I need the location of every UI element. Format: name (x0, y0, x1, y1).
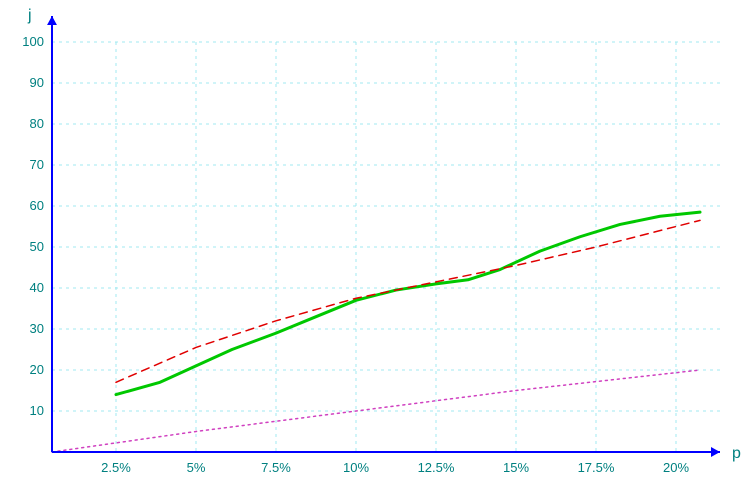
x-tick-label: 7.5% (261, 460, 291, 475)
y-tick-label: 60 (30, 198, 44, 213)
x-tick-label: 2.5% (101, 460, 131, 475)
y-tick-label: 50 (30, 239, 44, 254)
y-tick-label: 40 (30, 280, 44, 295)
y-tick-label: 80 (30, 116, 44, 131)
x-axis-label: p (732, 445, 741, 462)
y-axis-label: j (27, 7, 32, 24)
x-tick-label: 5% (187, 460, 206, 475)
x-tick-label: 15% (503, 460, 529, 475)
x-tick-label: 20% (663, 460, 689, 475)
y-tick-label: 10 (30, 403, 44, 418)
x-tick-label: 10% (343, 460, 369, 475)
x-tick-label: 12.5% (418, 460, 455, 475)
y-tick-label: 70 (30, 157, 44, 172)
y-tick-label: 100 (22, 34, 44, 49)
y-tick-label: 30 (30, 321, 44, 336)
x-tick-label: 17.5% (578, 460, 615, 475)
y-tick-label: 90 (30, 75, 44, 90)
y-tick-label: 20 (30, 362, 44, 377)
chart-container: 2.5% 5% 7.5% 10% 12.5% 15% 17.5% 20% 10 20 30 40 50 6… (0, 0, 745, 503)
chart-svg: 2.5% 5% 7.5% 10% 12.5% 15% 17.5% 20% 10 20 30 40 50 6… (0, 0, 745, 503)
